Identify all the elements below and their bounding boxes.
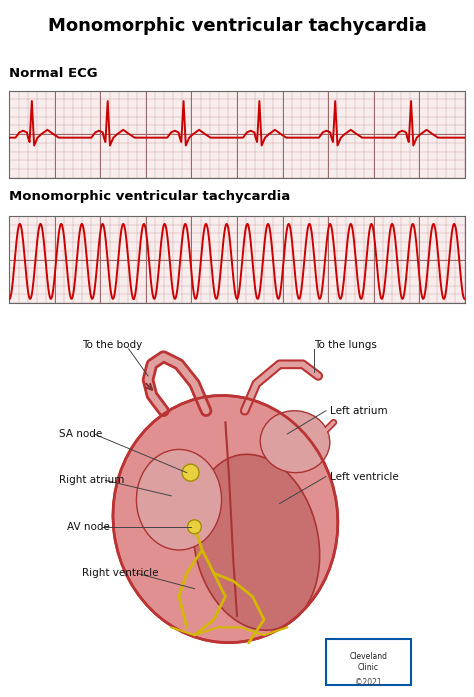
FancyBboxPatch shape [326,639,411,685]
Text: AV node: AV node [67,522,109,532]
Circle shape [182,464,199,481]
Text: Left atrium: Left atrium [330,406,387,415]
Text: Cleveland
Clinic: Cleveland Clinic [349,652,388,672]
Text: Normal ECG: Normal ECG [9,67,98,79]
Text: Monomorphic ventricular tachycardia: Monomorphic ventricular tachycardia [9,190,291,204]
Ellipse shape [193,454,319,630]
Text: To the lungs: To the lungs [314,340,377,350]
Circle shape [188,520,201,534]
Text: Monomorphic ventricular tachycardia: Monomorphic ventricular tachycardia [47,17,427,35]
Text: Right ventricle: Right ventricle [82,568,159,579]
Ellipse shape [260,411,330,473]
Ellipse shape [113,395,338,643]
Text: SA node: SA node [59,429,102,439]
Ellipse shape [137,450,221,550]
Text: Right atrium: Right atrium [59,475,125,485]
Text: To the body: To the body [82,340,143,350]
Text: Left ventricle: Left ventricle [330,471,399,482]
Text: ©2021: ©2021 [355,678,382,687]
